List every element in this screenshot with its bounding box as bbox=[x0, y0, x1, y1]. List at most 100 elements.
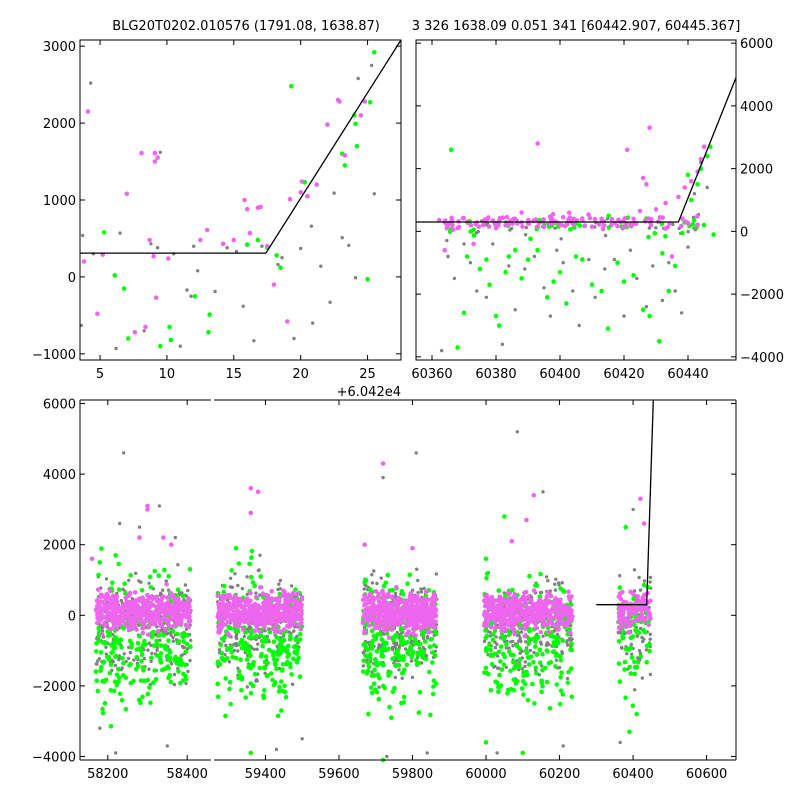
full-cluster-2-green-point bbox=[297, 674, 303, 679]
full-cluster-1-magenta-point bbox=[146, 632, 151, 637]
zoom-left-green-point bbox=[192, 293, 198, 299]
zoom-right-gray-point bbox=[524, 225, 528, 230]
full-cluster-1-magenta-point bbox=[123, 595, 128, 601]
full-cluster-2-magenta-point bbox=[268, 621, 274, 626]
full-cluster-2-magenta-point bbox=[285, 601, 290, 606]
zoom-left-green-point bbox=[289, 83, 294, 89]
full-cluster-2-gray-point bbox=[245, 685, 250, 689]
zoom-right-green-point bbox=[557, 269, 563, 275]
full-cluster-3-green-point bbox=[383, 641, 389, 646]
zoom-right-magenta-point bbox=[701, 144, 707, 149]
full-outlier-point bbox=[161, 535, 166, 540]
full-cluster-4-green-point bbox=[496, 684, 501, 690]
full-cluster-4-green-point bbox=[547, 706, 553, 711]
full-cluster-3-magenta-point bbox=[419, 626, 424, 631]
full-cluster-4-gray-point bbox=[519, 639, 523, 644]
full-cluster-4-magenta-point bbox=[566, 589, 571, 594]
full-cluster-4-gray-point bbox=[517, 634, 521, 638]
full-cluster-1-green-point bbox=[158, 643, 164, 648]
zoom-right-magenta-point bbox=[442, 247, 448, 253]
full-cluster-2-green-point bbox=[250, 580, 256, 585]
full-cluster-4-green-point bbox=[558, 657, 564, 663]
full-cluster-1-magenta-point bbox=[159, 609, 165, 615]
zoom-right-gray-point bbox=[468, 261, 473, 265]
full-cluster-3-magenta-point bbox=[427, 623, 432, 629]
full-cluster-3-gray-point bbox=[377, 685, 381, 689]
full-cluster-4-magenta-point bbox=[539, 611, 544, 617]
full-cluster-3-gray-point bbox=[390, 645, 395, 650]
full-cluster-2-magenta-point bbox=[277, 611, 283, 617]
full-cluster-4-green-point bbox=[548, 633, 554, 639]
full-outlier-point bbox=[638, 496, 643, 502]
full-outlier-point bbox=[137, 535, 142, 540]
full-cluster-2-magenta-point bbox=[269, 589, 275, 594]
full-cluster-1-magenta-point bbox=[125, 612, 130, 617]
full-cluster-1-magenta-point bbox=[144, 605, 149, 610]
full-cluster-2-gray-point bbox=[245, 592, 249, 596]
full-cluster-1-green-point bbox=[183, 649, 189, 655]
full-cluster-2-green-point bbox=[252, 671, 258, 677]
full-cluster-2-magenta-point bbox=[273, 597, 279, 603]
full-cluster-4-green-point bbox=[569, 647, 575, 653]
full-cluster-4-green-point bbox=[558, 688, 564, 693]
full-cluster-3-gray-point bbox=[403, 647, 408, 651]
full-cluster-3-green-point bbox=[404, 662, 410, 668]
full-cluster-3-green-point bbox=[363, 653, 369, 658]
full-cluster-5-gray-point bbox=[638, 588, 643, 592]
full-cluster-1-magenta-point bbox=[164, 581, 169, 587]
left-title: BLG20T0202.010576 (1791.08, 1638.87) bbox=[112, 19, 380, 34]
full-cluster-2-gray-point bbox=[289, 584, 294, 588]
full-cluster-4-green-point bbox=[544, 648, 549, 653]
full-cluster-2-green-point bbox=[227, 679, 233, 685]
full-cluster-2-magenta-point bbox=[299, 602, 304, 607]
full-cluster-3-green-point bbox=[375, 672, 381, 677]
full-cluster-3-magenta-point bbox=[366, 600, 371, 605]
full-outlier-point bbox=[425, 751, 429, 755]
full-cluster-1-green-point bbox=[151, 680, 156, 685]
full-cluster-2-gray-point bbox=[276, 587, 280, 592]
full-cluster-1-green-point bbox=[178, 680, 183, 686]
zoom-left-magenta-point bbox=[153, 295, 159, 301]
zoom-left-gray-point bbox=[309, 224, 314, 228]
zoom-right-magenta-point bbox=[567, 210, 572, 216]
full-cluster-2-green-point bbox=[236, 669, 242, 674]
full-cluster-4-magenta-point bbox=[496, 598, 501, 604]
full-cluster-2-magenta-point bbox=[299, 620, 304, 626]
full-cluster-1-green-point bbox=[100, 706, 105, 712]
zoom-right-magenta-point bbox=[504, 214, 510, 220]
full-cluster-4-magenta-point bbox=[506, 622, 511, 628]
full-cluster-2-gray-point bbox=[223, 653, 227, 657]
zoom-left-green-point bbox=[274, 253, 279, 258]
full-cluster-4-magenta-point bbox=[530, 618, 536, 624]
full-cluster-1-green-point bbox=[127, 663, 132, 668]
full-cluster-1-green-point bbox=[183, 662, 188, 668]
full-cluster-1-magenta-point bbox=[104, 610, 110, 615]
full-cluster-4-magenta-point bbox=[512, 592, 517, 597]
full-outlier-point bbox=[641, 521, 647, 526]
zoom-right-magenta-point bbox=[608, 222, 614, 228]
full-cluster-5-green-point bbox=[632, 659, 637, 665]
full-cluster-4-gray-point bbox=[544, 643, 549, 648]
full-cluster-2-green-point bbox=[288, 636, 293, 641]
full-cluster-1-green-point bbox=[123, 706, 129, 712]
full-cluster-4-green-point bbox=[486, 671, 491, 677]
zoom-left-gray-point bbox=[149, 242, 153, 246]
zoom-right-ytick-label: 6000 bbox=[740, 37, 773, 52]
full-outlier-point bbox=[531, 493, 537, 498]
zoom-right-magenta-point bbox=[534, 224, 540, 230]
full-cluster-3-gray-point bbox=[419, 587, 423, 591]
full-cluster-4-magenta-point bbox=[525, 620, 531, 626]
full-cluster-2-magenta-point bbox=[275, 603, 281, 609]
full-cluster-1-magenta-point bbox=[113, 599, 118, 605]
full-cluster-4-green-point bbox=[517, 657, 523, 662]
full-outlier-point bbox=[524, 517, 529, 523]
full-cluster-4-green-point bbox=[498, 659, 503, 664]
full-cluster-4-magenta-point bbox=[537, 598, 542, 604]
full-cluster-2-magenta-point bbox=[222, 613, 227, 618]
zoom-right-magenta-point bbox=[648, 220, 653, 226]
full-cluster-1-magenta-point bbox=[175, 622, 180, 627]
full-cluster-1-green-point bbox=[98, 650, 104, 655]
full-cluster-2-magenta-point bbox=[284, 611, 289, 617]
full-cluster-2-green-point bbox=[227, 686, 232, 692]
full-cluster-1-magenta-point bbox=[158, 602, 163, 608]
